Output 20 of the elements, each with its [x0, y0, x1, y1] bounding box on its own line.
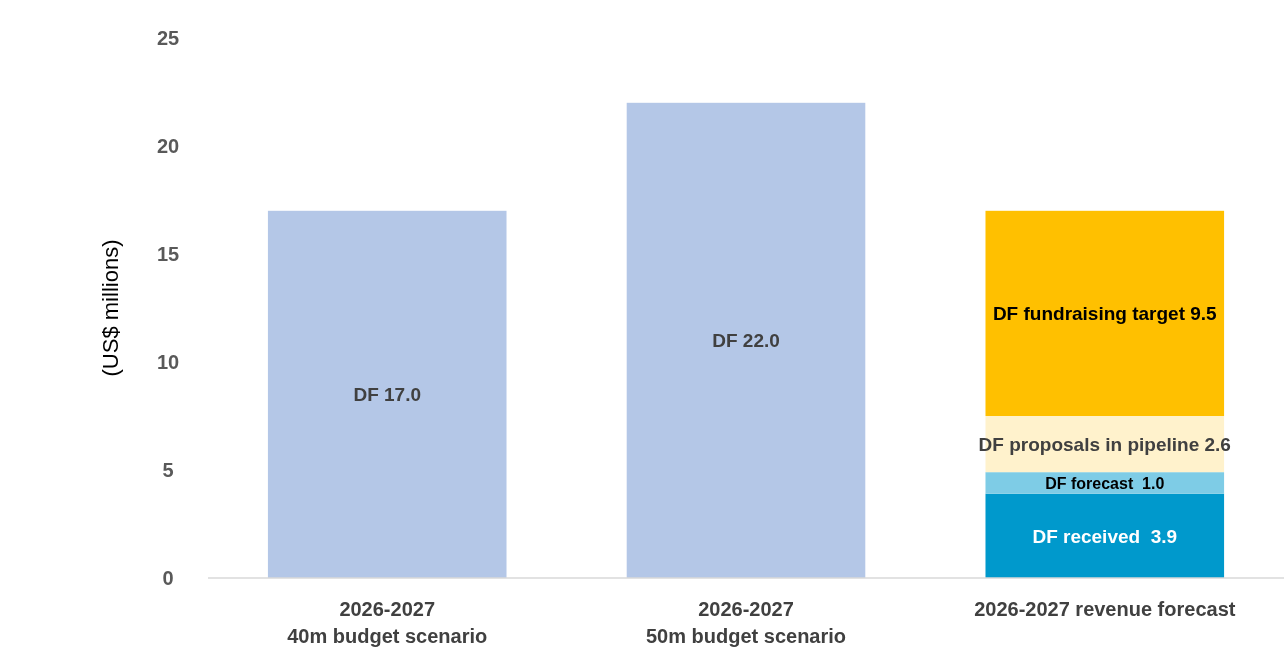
data-label: DF 17.0: [353, 384, 422, 406]
x-tick-label: 2026-2027 revenue forecast: [974, 598, 1236, 620]
bar: [985, 493, 1225, 578]
y-tick-label: 5: [162, 459, 174, 481]
y-tick-label: 10: [156, 351, 180, 373]
y-tick-label: 15: [156, 243, 180, 265]
bar: [626, 102, 866, 578]
data-label: DF forecast 1.0: [1045, 474, 1165, 492]
y-tick-label: 20: [156, 135, 180, 157]
bar: [267, 210, 507, 578]
x-tick-label: 2026-2027 50m budget scenario: [645, 598, 847, 647]
data-label: DF 22.0: [712, 330, 780, 352]
y-tick-label: 0: [162, 567, 174, 589]
data-label: DF received 3.9: [1032, 525, 1178, 547]
y-tick-label: 25: [156, 27, 180, 49]
x-tick-label: 2026-2027 40m budget scenario: [287, 598, 488, 647]
data-label: DF fundraising target 9.5: [992, 303, 1218, 325]
bar: [985, 210, 1225, 416]
data-label: DF proposals in pipeline 2.6: [978, 433, 1231, 455]
y-axis-title: (US$ millions): [98, 239, 123, 377]
